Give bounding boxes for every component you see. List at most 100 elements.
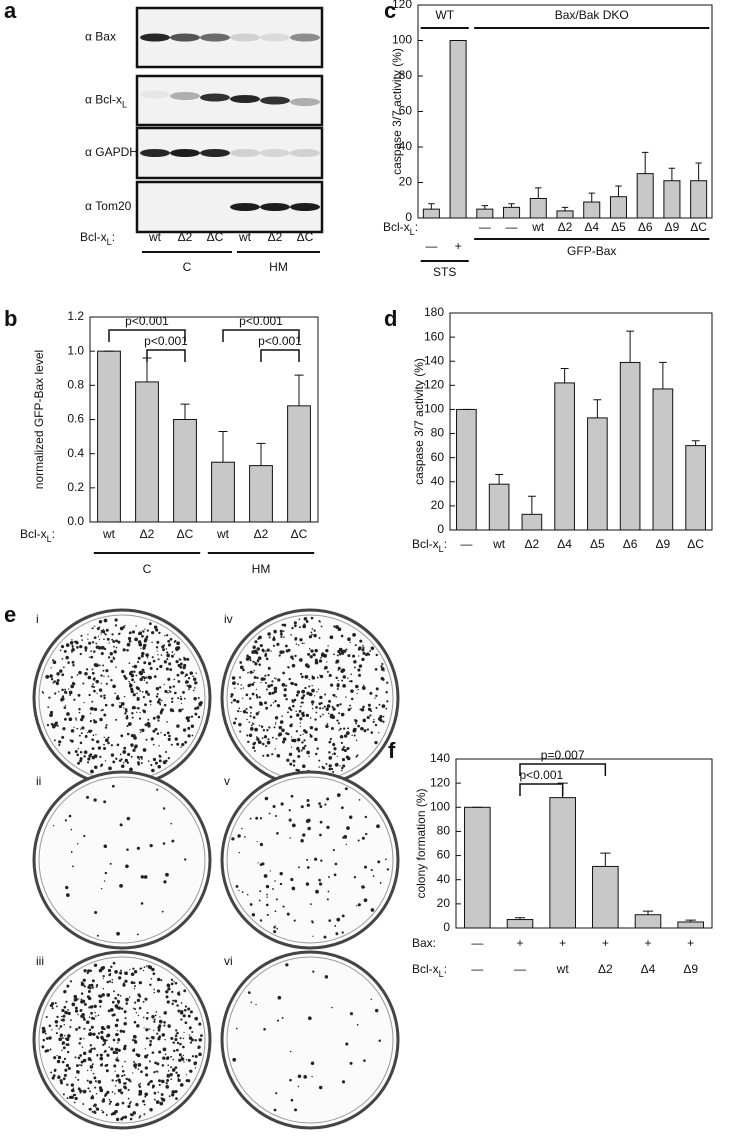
colony [64,688,67,691]
colony [179,1042,182,1046]
colony [232,681,236,685]
colony [163,880,167,884]
colony [127,1104,131,1109]
colony [61,1060,65,1064]
colony [370,646,375,651]
colony [95,679,100,684]
x-tick-label: wt [216,527,230,541]
colony [353,666,356,669]
colony [358,673,362,677]
colony [151,641,153,644]
colony [140,678,143,681]
colony [326,670,329,673]
colony [104,1093,108,1096]
colony [100,1030,104,1034]
colony [84,646,87,649]
colony [141,728,145,733]
colony [103,696,106,700]
colony [281,623,284,627]
colony [158,1083,161,1086]
colony [96,692,98,694]
colony [44,1032,47,1035]
colony [123,695,126,698]
colony [151,656,154,659]
colony [300,705,302,708]
colony [133,734,136,737]
colony [114,970,118,974]
colony [102,669,105,672]
colony [167,691,169,694]
blot-band [200,33,230,42]
colony [132,748,136,752]
colony [136,1053,141,1058]
colony [129,1101,132,1104]
colony [305,713,310,718]
colony [92,1072,95,1075]
colony [55,681,58,683]
colony [143,661,147,665]
colony [59,1033,64,1037]
colony [304,686,307,690]
colony [339,703,342,706]
colony [148,1028,151,1030]
colony [104,738,109,743]
colony [249,817,252,820]
colony [362,687,365,690]
colony [336,654,339,657]
colony [92,734,95,737]
colony [114,1047,119,1052]
label-main: Bcl-x [80,230,107,244]
colony [113,1064,117,1068]
colony [314,727,318,732]
colony [326,797,330,801]
colony [111,1079,114,1082]
colony [345,731,350,736]
colony [325,707,329,711]
colony [190,715,194,718]
colony [302,624,307,629]
colony [61,1049,63,1052]
bar [609,196,627,219]
colony [170,1078,173,1081]
x-tick-label: Δ5 [611,220,626,234]
colony [148,1060,151,1063]
colony [181,742,185,747]
error-bar [658,361,667,389]
colony [117,1006,121,1010]
colony [122,750,127,754]
colony [282,671,285,675]
colony [149,983,152,987]
colony [156,640,160,644]
colony [91,986,94,989]
colony [184,1021,188,1025]
colony [166,1073,170,1076]
colony [368,653,371,656]
colony [72,648,74,650]
colony [281,728,285,733]
colony [85,668,89,671]
colony [108,1046,110,1048]
colony [90,707,94,711]
colony [186,684,189,687]
colony [106,1053,110,1057]
colony [122,982,125,985]
colony [122,1082,125,1085]
colony [252,671,255,673]
colony [103,638,105,641]
colony [324,975,329,979]
x-tick-label: wt [556,962,570,976]
colony [285,698,288,701]
colony [91,747,95,751]
colony [143,676,146,680]
colony [160,1093,164,1096]
colony [286,711,289,714]
colony [190,1038,194,1042]
colony [249,727,254,731]
colony [68,814,72,818]
colony [77,1013,79,1016]
colony [358,799,361,801]
colony [105,724,108,727]
colony [117,993,120,996]
colony [102,1043,105,1047]
colony [306,866,310,869]
